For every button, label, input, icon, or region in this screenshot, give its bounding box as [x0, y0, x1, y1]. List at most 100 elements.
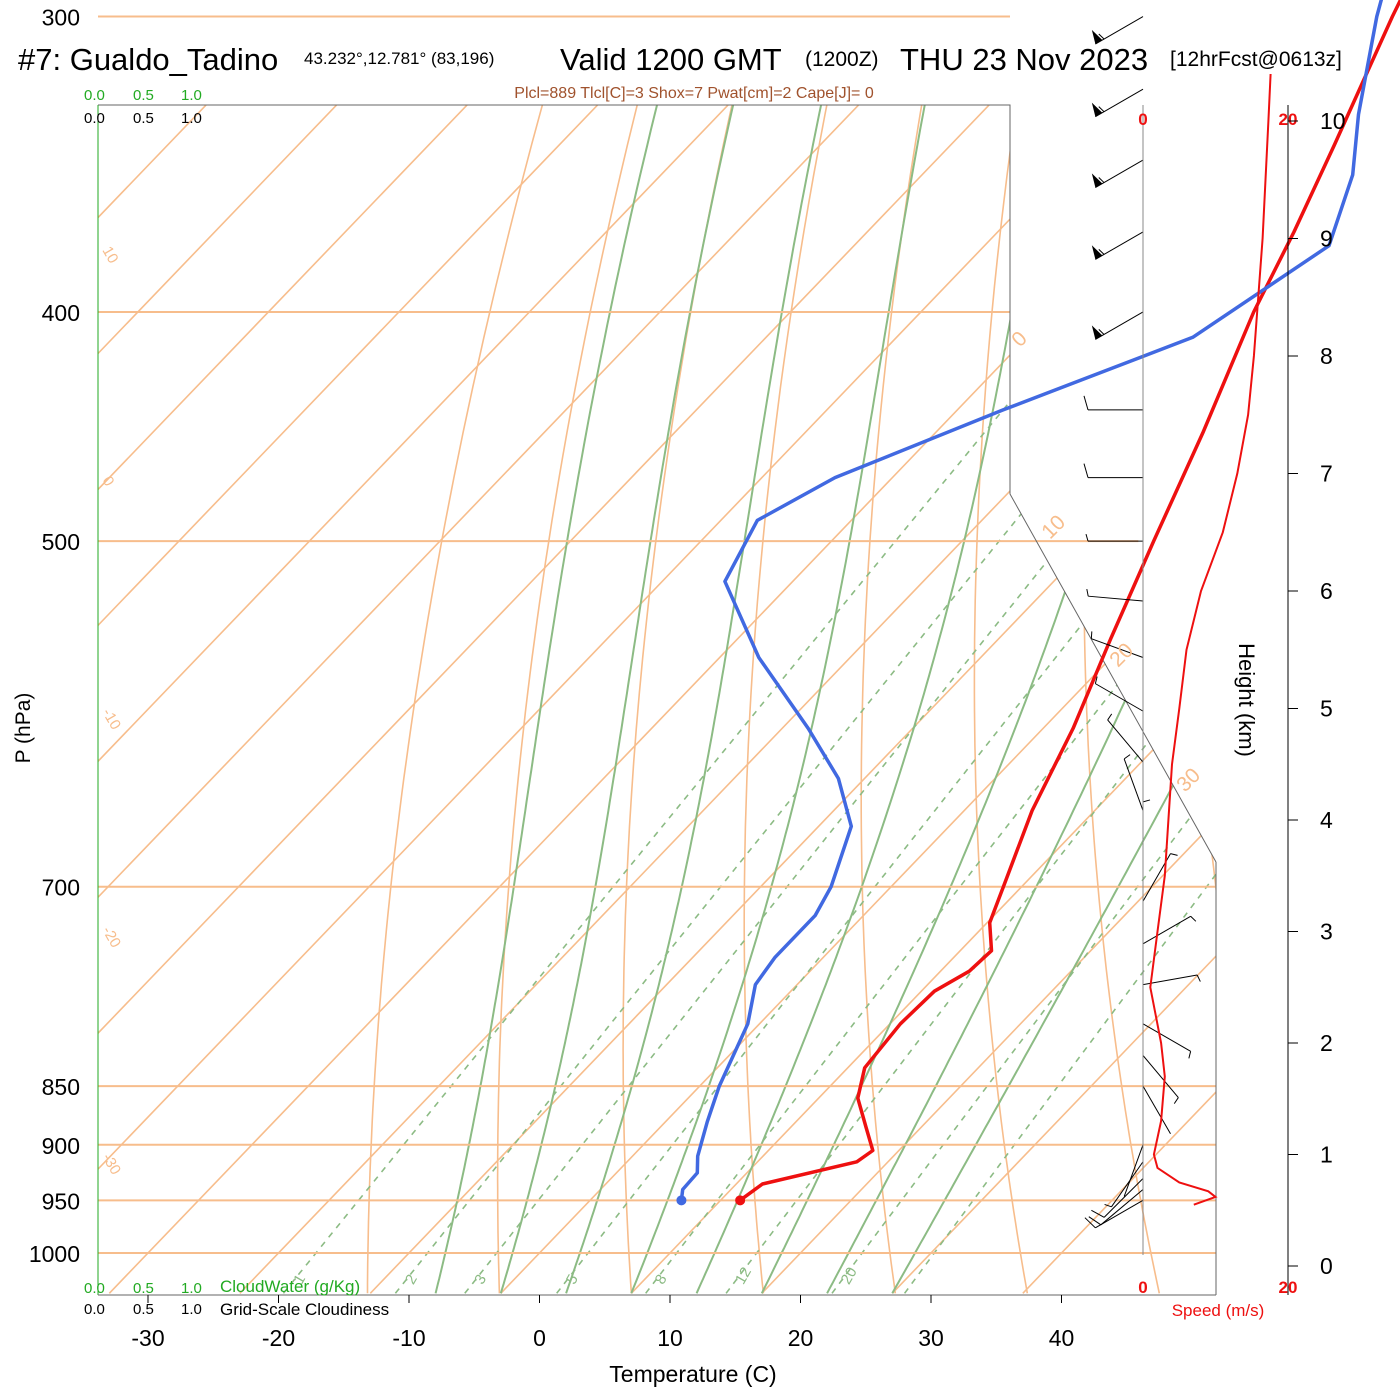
wind-barb — [1088, 1189, 1144, 1226]
cloudiness-scale-0: 0.0 — [84, 1301, 105, 1318]
cloudwater-top-scale-1: 0.5 — [133, 87, 154, 104]
pressure-tick-label: 400 — [42, 300, 80, 326]
moist-adiabat-line — [499, 105, 805, 1294]
wind-barb-flag — [1091, 173, 1103, 188]
wind-barb-half — [1098, 106, 1105, 113]
wind-barb — [1086, 588, 1144, 602]
dry-adiabat-line — [743, 105, 890, 1294]
station-title: #7: Gualdo_Tadino — [18, 42, 278, 77]
wind-speed-panel: 00202040406060 — [1138, 73, 1297, 1297]
isotherm-left-label: 10 — [99, 244, 122, 267]
cloudwater-top-scale-0: 0.0 — [84, 87, 105, 104]
pressure-tick-label: 500 — [42, 529, 80, 555]
height-tick-label: 9 — [1320, 226, 1333, 252]
wind-barb-half — [1090, 631, 1093, 639]
wind-barb-half — [1190, 915, 1197, 922]
wind-barb-half — [1173, 1097, 1179, 1104]
cloudiness-scale-2: 1.0 — [181, 1301, 202, 1318]
temperature-tick-label: -20 — [262, 1325, 295, 1351]
pressure-tick-label: 700 — [42, 875, 80, 901]
wind-barb — [1094, 676, 1144, 712]
wind-barb-shaft — [1091, 638, 1144, 658]
wind-speed-line — [1149, 73, 1272, 1206]
wind-barb-full — [1083, 395, 1089, 410]
wind-barb-shaft — [1103, 1178, 1144, 1218]
speed-tick-bottom: 0 — [1138, 1278, 1147, 1297]
temperature-tick-label: 0 — [533, 1325, 546, 1351]
wind-barb-full — [1088, 1216, 1102, 1226]
wind-barb — [1090, 631, 1144, 658]
mixing-ratio-line — [831, 311, 1216, 1294]
wind-barb-shaft — [1123, 758, 1144, 811]
valid-date: THU 23 Nov 2023 — [900, 42, 1148, 77]
pressure-tick-label: 300 — [42, 5, 80, 31]
cloudwater-scale-2: 1.0 — [181, 1280, 202, 1297]
mixing-ratio-label: 12 — [732, 1264, 755, 1287]
wind-barb-shaft — [1142, 974, 1198, 986]
wind-barb-shaft — [1142, 915, 1191, 945]
isotherm-line — [98, 105, 1216, 1294]
wind-barb-half — [1170, 853, 1178, 856]
wind-barb — [1142, 1055, 1179, 1104]
wind-barb-shaft — [1142, 1085, 1171, 1134]
dewpoint-surface-point — [676, 1195, 687, 1206]
valid-time: Valid 1200 GMT — [560, 42, 782, 77]
wind-barb — [1091, 16, 1144, 45]
isotherm-line — [239, 105, 1216, 1294]
cloudwater-scale-0: 0.0 — [84, 1280, 105, 1297]
pressure-tick-label: 850 — [42, 1074, 80, 1100]
wind-barb — [1107, 713, 1144, 763]
isotherm-line — [98, 105, 1216, 1294]
wind-barb-shaft — [1095, 159, 1144, 188]
temperature-tick-label: 30 — [918, 1325, 944, 1351]
chart-header: #7: Gualdo_Tadino 43.232°,12.781° (83,19… — [18, 42, 1342, 102]
wind-barb — [1142, 974, 1201, 986]
dry-adiabat-line — [366, 105, 626, 1294]
height-tick-label: 6 — [1320, 578, 1333, 604]
moist-adiabat-line — [630, 105, 984, 1294]
cloudwater-top-scale-2: 1.0 — [181, 87, 202, 104]
wind-barb — [1091, 231, 1144, 260]
wind-barb-shaft — [1095, 88, 1144, 118]
isotherm-line — [761, 105, 1216, 1294]
height-tick-label: 1 — [1320, 1142, 1333, 1168]
height-axis-label: Height (km) — [1234, 643, 1259, 757]
plot-frame-top — [98, 104, 1217, 863]
wind-barb-full — [1084, 1217, 1096, 1229]
cloudiness-top-scale-0: 0.0 — [84, 110, 105, 127]
wind-barb — [1091, 159, 1144, 188]
temperature-tick-label: -10 — [392, 1325, 425, 1351]
temperature-tick-label: 10 — [657, 1325, 683, 1351]
height-tick-label: 0 — [1320, 1253, 1333, 1279]
wind-barb — [1091, 1178, 1144, 1218]
moist-adiabat-line — [891, 105, 1216, 1294]
wind-barb — [1085, 534, 1143, 542]
wind-barb-shaft — [1107, 719, 1144, 763]
wind-barb-shaft — [1095, 683, 1144, 712]
valid-zulu: (1200Z) — [805, 48, 879, 71]
pressure-tick-label: 900 — [42, 1133, 80, 1159]
wind-barb — [1142, 1085, 1171, 1134]
wind-barb-flag — [1091, 245, 1103, 260]
pressure-isobars — [98, 15, 1216, 1254]
wind-barb — [1104, 1161, 1144, 1208]
wind-barb-half — [1104, 1203, 1112, 1208]
isotherm-line — [108, 105, 1216, 1294]
isotherm-line — [98, 105, 863, 1294]
y-axis-label: P (hPa) — [12, 693, 35, 764]
isotherm-line — [891, 105, 1216, 1294]
dewpoint-line — [679, 0, 1384, 1201]
wind-barb-shaft — [1142, 1023, 1191, 1052]
pressure-tick-label: 950 — [42, 1188, 80, 1214]
wind-barb-shaft — [1095, 311, 1144, 340]
speed-axis-label: Speed (m/s) — [1172, 1301, 1265, 1320]
wind-barb-full — [1083, 463, 1089, 478]
cloudiness-top-scale-2: 1.0 — [181, 110, 202, 127]
plot-frame — [97, 104, 1217, 1296]
wind-barb — [1091, 88, 1144, 118]
wind-barb-shaft — [1123, 1144, 1144, 1197]
temperature-tick-label: 20 — [788, 1325, 814, 1351]
cloudiness-top-scale-1: 0.5 — [133, 110, 154, 127]
wind-barb-half — [1188, 1051, 1192, 1059]
